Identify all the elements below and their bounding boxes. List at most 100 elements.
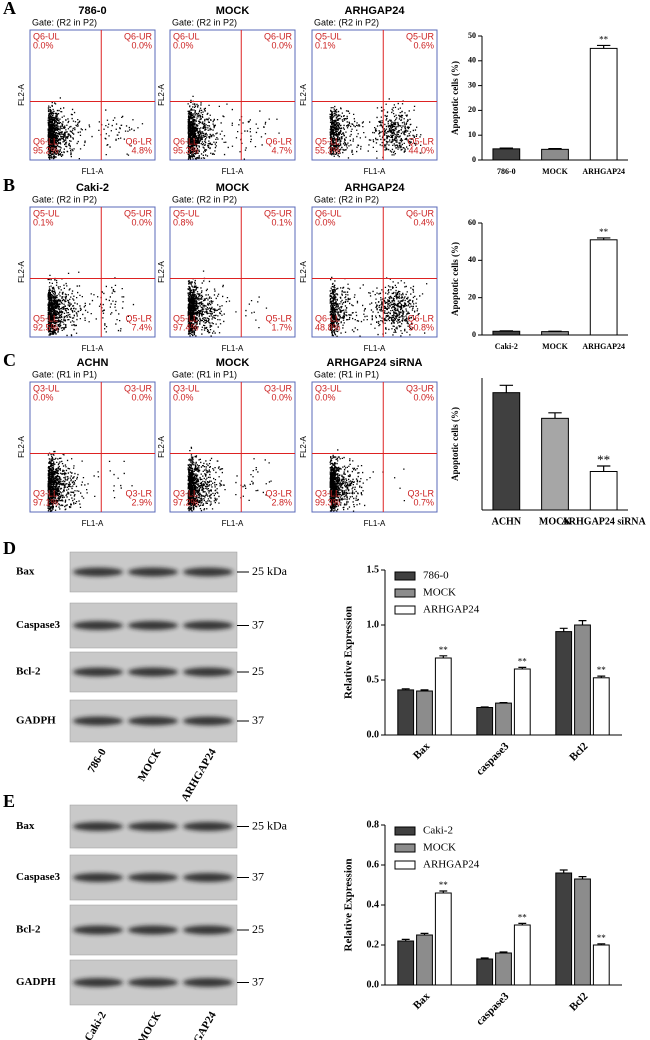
quadrant-value: 0.0%	[131, 217, 152, 227]
quadrant-name: Q5-UR	[124, 208, 153, 218]
bar	[589, 47, 618, 161]
legend-label: ARHGAP24	[423, 859, 480, 871]
blot-band	[73, 667, 123, 677]
flow-x-label: FL1-A	[222, 344, 244, 353]
protein-label: GADPH	[16, 715, 56, 727]
lane-label: MOCK	[136, 746, 164, 783]
blot-band	[128, 822, 178, 831]
protein-label: Caspase3	[16, 871, 61, 883]
error-bar	[559, 869, 568, 873]
error-bar	[578, 876, 587, 879]
quadrant-value: 0.0%	[271, 40, 292, 50]
error-bar	[548, 147, 562, 150]
bar	[397, 689, 415, 736]
quadrant-value: 1.7%	[271, 322, 292, 332]
flow-x-label: FL1-A	[82, 167, 104, 176]
y-tick-label: 40	[468, 56, 476, 65]
bar	[574, 624, 591, 736]
blot-band	[128, 925, 178, 935]
bar	[476, 707, 494, 736]
legend-label: ARHGAP24	[423, 604, 480, 616]
legend-swatch	[394, 605, 416, 615]
error-bar	[548, 412, 562, 419]
flow-x-label: FL1-A	[82, 344, 104, 353]
blot-band	[73, 822, 123, 831]
significance: **	[597, 452, 610, 467]
legend-label: Caki-2	[423, 825, 453, 837]
quadrant-name: Q6-LL	[33, 136, 58, 146]
quadrant-value: 95.2%	[33, 145, 59, 155]
y-tick-label: 0.0	[367, 979, 380, 990]
y-tick-label: 0.5	[367, 674, 380, 685]
x-tick-label: Bax	[411, 990, 433, 1012]
significance: **	[597, 933, 607, 943]
quadrant-name: Q6-UR	[406, 208, 435, 218]
bar	[434, 657, 452, 736]
flow-gate: Gate: (R2 in P2)	[32, 17, 97, 27]
lane-label: ARHGAP24	[179, 746, 219, 803]
flow-title: Caki-2	[76, 182, 109, 194]
marker-label: 25 kDa	[252, 818, 288, 832]
flow-y-label: FL2-A	[17, 435, 26, 457]
flow-title: 786-0	[78, 5, 106, 17]
quadrant-value: 99.3%	[315, 497, 341, 507]
marker-label: 37	[252, 869, 264, 883]
protein-label: Caspase3	[16, 619, 61, 631]
quadrant-value: 0.8%	[173, 217, 194, 227]
quadrant-value: 0.7%	[413, 497, 434, 507]
flow-events	[187, 95, 280, 160]
y-tick-label: 0.2	[367, 939, 380, 950]
quadrant-value: 0.6%	[413, 40, 434, 50]
error-bar	[596, 44, 611, 49]
panel-letter: D	[3, 538, 16, 558]
legend-swatch	[394, 588, 416, 598]
significance: **	[599, 34, 609, 44]
quadrant-value: 0.4%	[413, 217, 434, 227]
flow-events	[47, 450, 133, 512]
y-tick-label: 0.6	[367, 859, 380, 870]
flow-y-label: FL2-A	[157, 260, 166, 282]
error-bar	[518, 922, 527, 925]
flow-events	[187, 270, 268, 337]
quadrant-name: Q3-UL	[33, 383, 60, 393]
quadrant-value: 0.0%	[315, 217, 336, 227]
flow-gate: Gate: (R2 in P2)	[314, 194, 379, 204]
y-tick-label: 60	[468, 218, 476, 227]
bar	[416, 690, 433, 736]
flow-events	[329, 98, 422, 159]
blot-band	[128, 978, 178, 987]
quadrant-value: 7.4%	[131, 322, 152, 332]
flow-x-label: FL1-A	[364, 167, 386, 176]
quadrant-value: 0.0%	[271, 392, 292, 402]
quadrant-name: Q6-UL	[33, 31, 60, 41]
error-bar	[597, 675, 606, 678]
quadrant-value: 2.8%	[271, 497, 292, 507]
error-bar	[401, 938, 410, 941]
bar	[555, 631, 573, 736]
flow-x-label: FL1-A	[364, 344, 386, 353]
bar	[592, 677, 610, 736]
y-tick-label: 1.5	[367, 564, 380, 575]
bar	[592, 944, 610, 986]
blot-band	[73, 716, 123, 726]
blot-band	[73, 873, 123, 882]
error-bar	[578, 620, 587, 625]
quadrant-name: Q6-UR	[124, 31, 153, 41]
error-bar	[499, 701, 508, 704]
flow-y-label: FL2-A	[17, 260, 26, 282]
bar	[492, 330, 521, 336]
quadrant-name: Q6-UR	[264, 31, 293, 41]
blot-band	[73, 978, 123, 987]
quadrant-name: Q3-UR	[124, 383, 153, 393]
x-tick-label: ACHN	[492, 516, 522, 527]
flow-title: ARHGAP24	[345, 182, 406, 194]
error-bar	[439, 890, 448, 893]
blot-band	[73, 621, 123, 630]
bar	[492, 148, 521, 161]
